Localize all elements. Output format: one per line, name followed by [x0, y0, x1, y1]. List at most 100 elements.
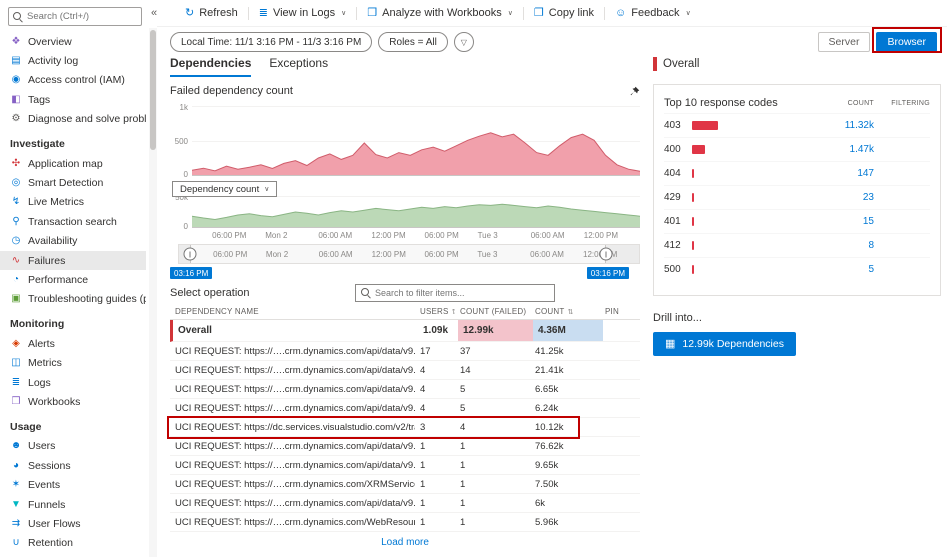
- series-selector-dropdown[interactable]: Dependency count ∨: [172, 181, 278, 197]
- copy-link-button[interactable]: ❐ Copy link: [524, 7, 604, 19]
- count-link[interactable]: 11.32k: [844, 120, 874, 131]
- sidebar-item-troubleshooting-guides[interactable]: ▣ Troubleshooting guides (previ...: [0, 290, 146, 309]
- table-row[interactable]: UCI REQUEST: https://….crm.dynamics.com/…: [170, 399, 640, 418]
- toolbar-separator: [356, 6, 358, 20]
- pin-icon[interactable]: [629, 86, 640, 97]
- count-failed-cell: 1: [460, 497, 466, 509]
- sidebar-item-overview[interactable]: ❖ Overview: [0, 32, 146, 51]
- sidebar-item-user-flows[interactable]: ⇉ User Flows: [0, 514, 146, 533]
- sidebar-item-performance[interactable]: ◔ Performance: [0, 270, 146, 289]
- feedback-button[interactable]: ☺ Feedback ∨: [605, 7, 701, 19]
- sidebar-search-input[interactable]: [27, 11, 137, 22]
- view-in-logs-button[interactable]: ≣ View in Logs ∨: [249, 7, 357, 19]
- pin-cell[interactable]: [600, 361, 640, 379]
- pin-cell[interactable]: [603, 320, 643, 341]
- server-toggle-button[interactable]: Server: [817, 32, 871, 52]
- table-row[interactable]: UCI REQUEST: https://….crm.dynamics.com/…: [170, 494, 640, 513]
- table-row[interactable]: UCI REQUEST: https://….crm.dynamics.com/…: [170, 361, 640, 380]
- dependency-name-cell: Overall: [178, 325, 212, 336]
- user-flows-icon: ⇉: [11, 517, 21, 529]
- sidebar-item-alerts[interactable]: ◈ Alerts: [0, 334, 146, 353]
- pin-cell[interactable]: [600, 342, 640, 360]
- operation-search-input[interactable]: [375, 288, 549, 298]
- dependency-name-cell: UCI REQUEST: https://….crm.dynamics.com/…: [175, 478, 415, 490]
- roles-filter-pill[interactable]: Roles = All: [378, 32, 448, 52]
- response-code: 401: [664, 216, 681, 227]
- pin-cell[interactable]: [600, 513, 640, 531]
- toolbar-label: Refresh: [199, 7, 238, 19]
- column-header-users[interactable]: USERS ⇅: [415, 307, 455, 316]
- pin-cell[interactable]: [600, 399, 640, 417]
- sidebar-item-retention[interactable]: ∪ Retention: [0, 534, 146, 553]
- count-link[interactable]: 15: [862, 216, 874, 227]
- table-row[interactable]: UCI REQUEST: https://….crm.dynamics.com/…: [170, 342, 640, 361]
- pin-cell[interactable]: [600, 437, 640, 455]
- count-link[interactable]: 1.47k: [849, 144, 874, 155]
- toolbar-separator: [247, 6, 249, 20]
- filter-funnel-icon[interactable]: ▽: [453, 32, 474, 52]
- sidebar-item-diagnose[interactable]: ⚙ Diagnose and solve problems: [0, 110, 146, 129]
- users-cell: 1: [420, 497, 426, 509]
- table-row[interactable]: UCI REQUEST: https://dc.services.visuals…: [170, 418, 640, 437]
- scrollbar[interactable]: [149, 28, 157, 557]
- count-link[interactable]: 23: [862, 192, 874, 203]
- table-row[interactable]: UCI REQUEST: https://….crm.dynamics.com/…: [170, 437, 640, 456]
- users-cell: 1: [420, 516, 426, 528]
- sidebar-item-events[interactable]: ✶ Events: [0, 475, 146, 494]
- sidebar-item-users[interactable]: ☻ Users: [0, 437, 146, 456]
- tab-exceptions[interactable]: Exceptions: [269, 56, 329, 70]
- table-row[interactable]: UCI REQUEST: https://….crm.dynamics.com/…: [170, 513, 640, 532]
- table-row[interactable]: Overall 1.09k 12.99k 4.36M: [170, 320, 640, 342]
- sidebar-item-label: Live Metrics: [28, 196, 85, 209]
- filter-bar: Local Time: 11/1 3:16 PM - 11/3 3:16 PM …: [170, 30, 939, 54]
- sidebar-collapse-button[interactable]: «: [150, 7, 158, 19]
- sidebar-item-availability[interactable]: ◷ Availability: [0, 232, 146, 251]
- sidebar-item-smart-detection[interactable]: ◎ Smart Detection: [0, 173, 146, 192]
- scrollbar-thumb[interactable]: [150, 30, 156, 150]
- pin-cell[interactable]: [600, 380, 640, 398]
- count-link[interactable]: 5: [868, 264, 874, 275]
- pin-cell[interactable]: [600, 475, 640, 493]
- count-cell: 7.50k: [535, 478, 559, 490]
- sidebar-item-failures[interactable]: ∿ Failures: [0, 250, 146, 271]
- logs-icon: ≣: [258, 6, 268, 19]
- drill-dependencies-button[interactable]: ▦ 12.99k Dependencies: [653, 332, 796, 356]
- sidebar-item-workbooks[interactable]: ❒ Workbooks: [0, 392, 146, 411]
- pin-cell[interactable]: [600, 456, 640, 474]
- pin-cell[interactable]: [600, 418, 640, 436]
- sidebar-item-live-metrics[interactable]: ↯ Live Metrics: [0, 193, 146, 212]
- smart-detection-icon: ◎: [11, 177, 21, 189]
- table-row[interactable]: UCI REQUEST: https://….crm.dynamics.com/…: [170, 456, 640, 475]
- table-row[interactable]: UCI REQUEST: https://….crm.dynamics.com/…: [170, 380, 640, 399]
- analyze-workbooks-button[interactable]: ❒ Analyze with Workbooks ∨: [357, 7, 523, 19]
- sidebar-item-logs[interactable]: ≣ Logs: [0, 373, 146, 392]
- refresh-button[interactable]: ↻ Refresh: [175, 7, 248, 19]
- dependency-name-cell: UCI REQUEST: https://….crm.dynamics.com/…: [175, 516, 415, 528]
- load-more-link[interactable]: Load more: [381, 537, 429, 548]
- table-row[interactable]: UCI REQUEST: https://….crm.dynamics.com/…: [170, 475, 640, 494]
- pin-cell[interactable]: [600, 494, 640, 512]
- time-brush[interactable]: 06:00 PM Mon 2 06:00 AM 12:00 PM 06:00 PM Tue…: [178, 244, 640, 264]
- time-range-pill[interactable]: Local Time: 11/1 3:16 PM - 11/3 3:16 PM: [170, 32, 373, 52]
- count-link[interactable]: 8: [868, 240, 874, 251]
- sidebar-item-transaction-search[interactable]: ⚲ Transaction search: [0, 212, 146, 231]
- count-link[interactable]: 147: [857, 168, 874, 179]
- sidebar-item-application-map[interactable]: ✣ Application map: [0, 154, 146, 173]
- brush-handle-left[interactable]: [183, 247, 197, 261]
- sidebar-item-funnels[interactable]: ▼ Funnels: [0, 495, 146, 514]
- sidebar-item-label: Transaction search: [28, 215, 117, 228]
- sidebar-item-access-control[interactable]: ◉ Access control (IAM): [0, 71, 146, 90]
- column-header-count[interactable]: COUNT ⇅: [535, 306, 574, 316]
- tab-dependencies[interactable]: Dependencies: [170, 56, 252, 77]
- browser-toggle-button[interactable]: Browser: [876, 32, 937, 52]
- sidebar-item-tags[interactable]: ◧ Tags: [0, 90, 146, 109]
- sidebar-search-box[interactable]: [8, 7, 142, 26]
- response-codes-header: Top 10 response codes COUNT FILTERING: [664, 93, 930, 113]
- sidebar-item-label: Application map: [28, 157, 103, 170]
- sidebar-item-metrics[interactable]: ◫ Metrics: [0, 353, 146, 372]
- brush-handle-right[interactable]: [599, 247, 613, 261]
- sidebar-item-activity-log[interactable]: ▤ Activity log: [0, 51, 146, 70]
- column-header-count-failed[interactable]: COUNT (FAILED)↓: [455, 307, 530, 316]
- operation-search-box[interactable]: [355, 284, 555, 302]
- sidebar-item-sessions[interactable]: ◕ Sessions: [0, 456, 146, 475]
